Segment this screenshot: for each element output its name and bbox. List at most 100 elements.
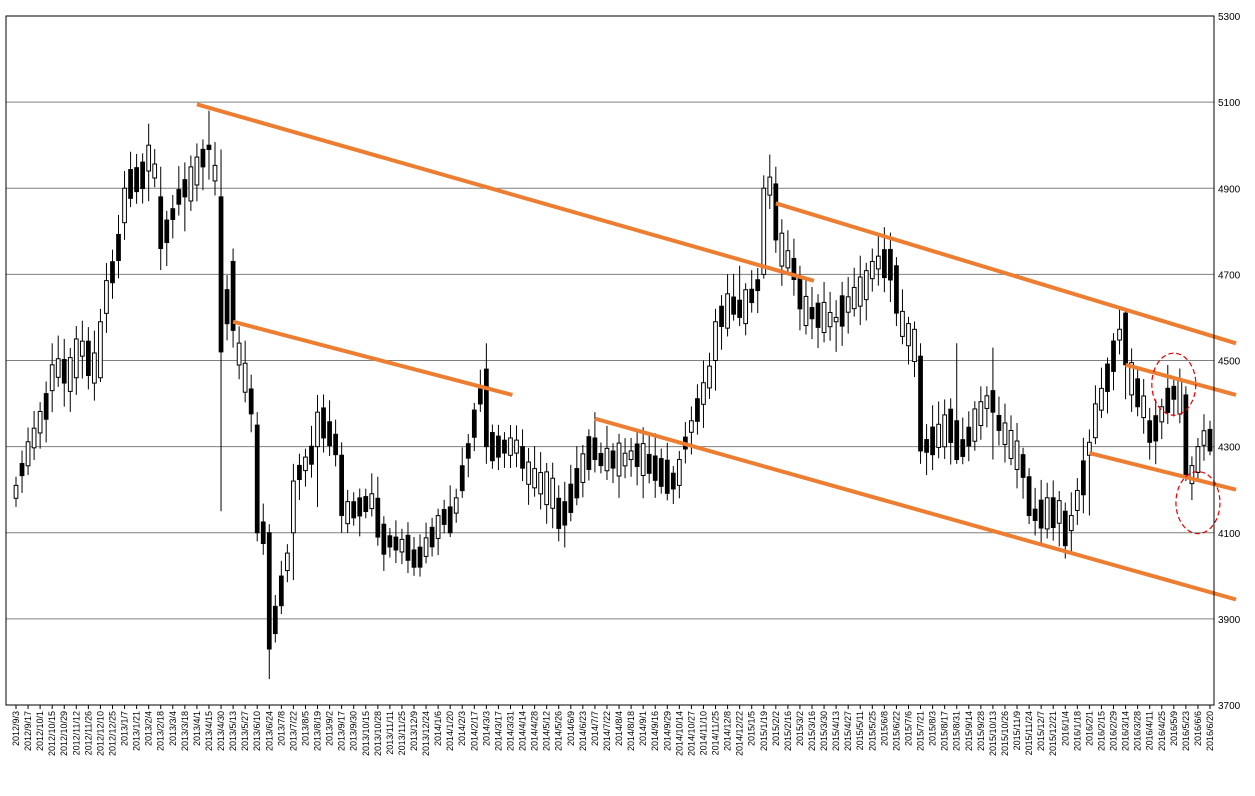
candle-up: [49, 364, 55, 392]
x-tick-label: 2015/7/21: [916, 711, 926, 751]
x-tick-label: 2013/11/11: [385, 711, 395, 755]
candle-down: [200, 148, 206, 168]
x-tick-label: 2012/11/26: [83, 711, 93, 755]
candle-up: [833, 316, 839, 323]
x-tick-label: 2016/6/20: [1205, 711, 1215, 751]
candle-up: [785, 250, 791, 269]
candle-up: [188, 166, 194, 202]
candle-down: [954, 420, 960, 461]
candle-up: [936, 423, 942, 448]
candle-up: [821, 301, 827, 333]
candle-down: [170, 208, 176, 220]
candle-down: [1062, 510, 1068, 547]
candle-up: [1056, 500, 1062, 524]
candle-down: [737, 299, 743, 318]
candle-up: [73, 338, 79, 379]
x-tick-label: 2012/10/1: [35, 711, 45, 751]
candle-down: [417, 546, 423, 568]
x-tick-label: 2015/5/11: [855, 711, 865, 750]
candle-down: [1020, 454, 1026, 478]
candle-up: [1074, 489, 1080, 511]
x-tick-label: 2013/9/30: [349, 711, 359, 751]
x-tick-label: 2013/4/15: [204, 711, 214, 751]
candle-down: [158, 196, 164, 250]
highlight-circle: [1151, 352, 1197, 416]
candle-down: [1050, 497, 1056, 529]
candle-down: [43, 393, 49, 420]
candle-down: [333, 433, 338, 456]
candle-up: [1008, 429, 1014, 459]
x-tick-label: 2014/12/8: [723, 711, 733, 751]
candle-down: [1147, 420, 1153, 443]
candle-down: [224, 289, 230, 325]
x-tick-label: 2014/1/20: [445, 711, 455, 751]
candle-down: [773, 183, 779, 241]
candle-down: [471, 409, 477, 438]
x-tick-label: 2016/2/1: [1084, 711, 1094, 746]
x-tick-label: 2013/3/18: [180, 711, 190, 751]
candle-down: [918, 355, 923, 452]
candle-down: [164, 219, 170, 244]
y-tick-label: 4100: [1218, 529, 1241, 540]
y-tick-label: 3700: [1218, 701, 1241, 712]
axis-layer: 3700 3900 4100 4300 4500 4700 4900 5100 5300 2012…: [5, 12, 1241, 756]
x-tick-label: 2015/4/13: [831, 711, 841, 751]
x-tick-label: 2014/8/4: [614, 711, 624, 746]
candle-down: [719, 305, 724, 327]
candle-down: [755, 279, 761, 292]
candle-up: [1189, 465, 1195, 485]
trendline: [1088, 451, 1237, 492]
candle-down: [140, 161, 146, 190]
candle-up: [1177, 379, 1183, 415]
x-tick-label: 2015/10/13: [988, 711, 998, 756]
x-tick-label: 2016/1/4: [1060, 711, 1070, 746]
x-tick-label: 2015/10/26: [1000, 711, 1010, 756]
x-tick-label: 2012/12/10: [95, 711, 105, 756]
candle-up: [284, 552, 290, 572]
candle-up: [689, 420, 694, 433]
x-tick-label: 2014/1/6: [433, 711, 443, 746]
y-tick-label: 4300: [1218, 443, 1241, 454]
y-tick-label: 4700: [1218, 270, 1241, 281]
candle-up: [435, 515, 441, 539]
candle-down: [996, 414, 1002, 431]
candle-up: [1141, 395, 1147, 419]
candle-up: [1014, 440, 1020, 470]
x-tick-label: 2015/4/27: [843, 711, 853, 751]
candle-up: [532, 468, 537, 489]
candle-down: [266, 532, 272, 650]
candle-down: [1171, 385, 1177, 400]
x-tick-label: 2013/9/2: [325, 711, 335, 746]
candle-up: [857, 276, 863, 307]
candle-down: [520, 446, 525, 469]
candle-up: [743, 289, 749, 325]
x-tick-label: 2015/7/6: [903, 711, 913, 746]
candle-down: [339, 454, 345, 517]
x-tick-label: 2014/2/3: [457, 711, 467, 746]
x-tick-label: 2016/2/29: [1109, 711, 1119, 751]
candle-down: [562, 501, 568, 526]
x-tick-label: 2014/10/27: [686, 711, 696, 756]
y-tick-label: 4500: [1218, 357, 1241, 368]
candle-down: [670, 472, 676, 490]
candle-up: [827, 312, 833, 328]
trendline: [594, 416, 1237, 602]
candle-down: [1153, 415, 1159, 442]
x-tick-label: 2014/9/1: [638, 711, 648, 746]
candle-up: [453, 497, 459, 514]
candle-up: [622, 452, 628, 467]
candle-up: [92, 352, 97, 384]
candle-up: [399, 538, 405, 553]
x-tick-label: 2015/9/28: [976, 711, 986, 751]
x-tick-label: 2015/8/3: [928, 711, 938, 746]
candle-up: [1195, 446, 1201, 473]
highlight-circle: [1175, 471, 1221, 535]
candle-up: [725, 293, 730, 329]
candle-down: [248, 388, 254, 415]
x-tick-label: 2013/6/10: [252, 711, 262, 751]
candle-up: [767, 176, 773, 196]
candle-down: [375, 497, 381, 538]
candle-up: [912, 328, 917, 363]
x-tick-label: 2016/3/28: [1133, 711, 1143, 751]
candle-down: [230, 260, 236, 331]
